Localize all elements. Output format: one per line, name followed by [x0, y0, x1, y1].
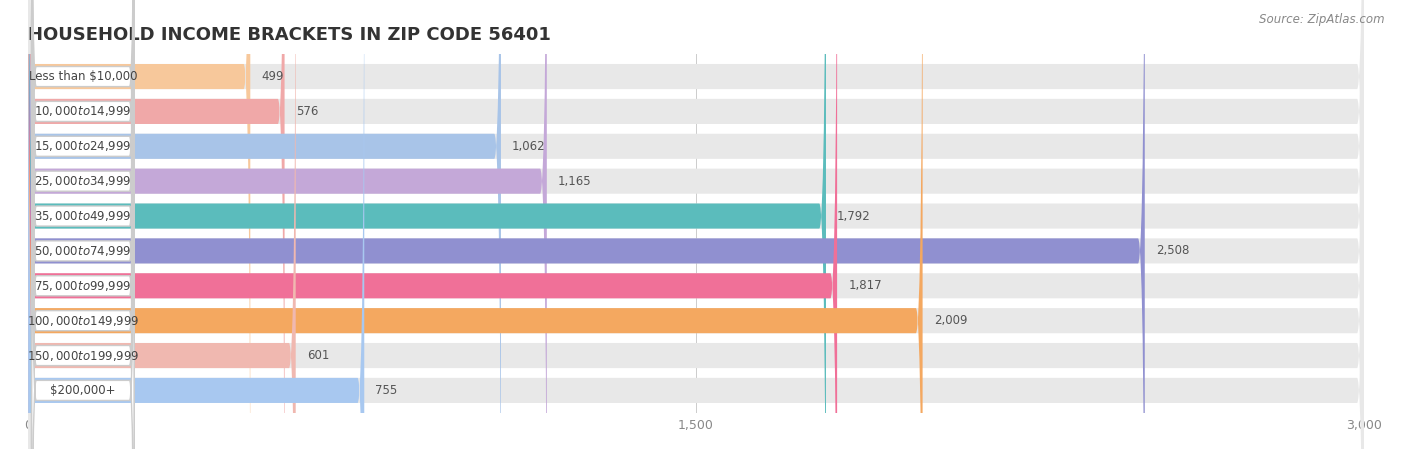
- Text: $10,000 to $14,999: $10,000 to $14,999: [34, 105, 132, 119]
- FancyBboxPatch shape: [28, 0, 1364, 449]
- Text: $200,000+: $200,000+: [51, 384, 115, 397]
- Text: 1,062: 1,062: [512, 140, 546, 153]
- FancyBboxPatch shape: [28, 0, 284, 449]
- FancyBboxPatch shape: [28, 0, 1144, 449]
- Text: $100,000 to $149,999: $100,000 to $149,999: [27, 314, 139, 328]
- Text: 1,165: 1,165: [558, 175, 592, 188]
- Text: Source: ZipAtlas.com: Source: ZipAtlas.com: [1260, 13, 1385, 26]
- FancyBboxPatch shape: [32, 0, 134, 415]
- FancyBboxPatch shape: [32, 0, 134, 449]
- Text: 499: 499: [262, 70, 284, 83]
- Text: 576: 576: [295, 105, 318, 118]
- Text: $25,000 to $34,999: $25,000 to $34,999: [34, 174, 132, 188]
- FancyBboxPatch shape: [28, 0, 825, 449]
- FancyBboxPatch shape: [28, 0, 1364, 449]
- Text: 1,817: 1,817: [848, 279, 882, 292]
- Text: 755: 755: [375, 384, 398, 397]
- Text: Less than $10,000: Less than $10,000: [28, 70, 138, 83]
- FancyBboxPatch shape: [28, 0, 547, 449]
- FancyBboxPatch shape: [32, 52, 134, 449]
- FancyBboxPatch shape: [28, 0, 1364, 449]
- Text: 601: 601: [307, 349, 329, 362]
- FancyBboxPatch shape: [28, 0, 501, 449]
- FancyBboxPatch shape: [32, 0, 134, 449]
- Text: HOUSEHOLD INCOME BRACKETS IN ZIP CODE 56401: HOUSEHOLD INCOME BRACKETS IN ZIP CODE 56…: [28, 26, 551, 44]
- FancyBboxPatch shape: [28, 0, 250, 449]
- FancyBboxPatch shape: [28, 0, 295, 449]
- FancyBboxPatch shape: [28, 0, 1364, 449]
- FancyBboxPatch shape: [28, 0, 364, 449]
- FancyBboxPatch shape: [28, 0, 1364, 449]
- FancyBboxPatch shape: [28, 0, 1364, 449]
- FancyBboxPatch shape: [28, 0, 1364, 449]
- Text: $150,000 to $199,999: $150,000 to $199,999: [27, 348, 139, 362]
- FancyBboxPatch shape: [32, 0, 134, 449]
- FancyBboxPatch shape: [28, 0, 1364, 449]
- FancyBboxPatch shape: [32, 17, 134, 449]
- Text: 2,009: 2,009: [934, 314, 967, 327]
- Text: 1,792: 1,792: [837, 210, 870, 223]
- FancyBboxPatch shape: [32, 0, 134, 449]
- FancyBboxPatch shape: [32, 0, 134, 449]
- Text: $35,000 to $49,999: $35,000 to $49,999: [34, 209, 132, 223]
- FancyBboxPatch shape: [32, 0, 134, 449]
- Text: $50,000 to $74,999: $50,000 to $74,999: [34, 244, 132, 258]
- Text: $15,000 to $24,999: $15,000 to $24,999: [34, 139, 132, 153]
- Text: 2,508: 2,508: [1156, 244, 1189, 257]
- Text: $75,000 to $99,999: $75,000 to $99,999: [34, 279, 132, 293]
- FancyBboxPatch shape: [28, 0, 922, 449]
- FancyBboxPatch shape: [32, 0, 134, 449]
- FancyBboxPatch shape: [28, 0, 1364, 449]
- FancyBboxPatch shape: [28, 0, 1364, 449]
- FancyBboxPatch shape: [28, 0, 837, 449]
